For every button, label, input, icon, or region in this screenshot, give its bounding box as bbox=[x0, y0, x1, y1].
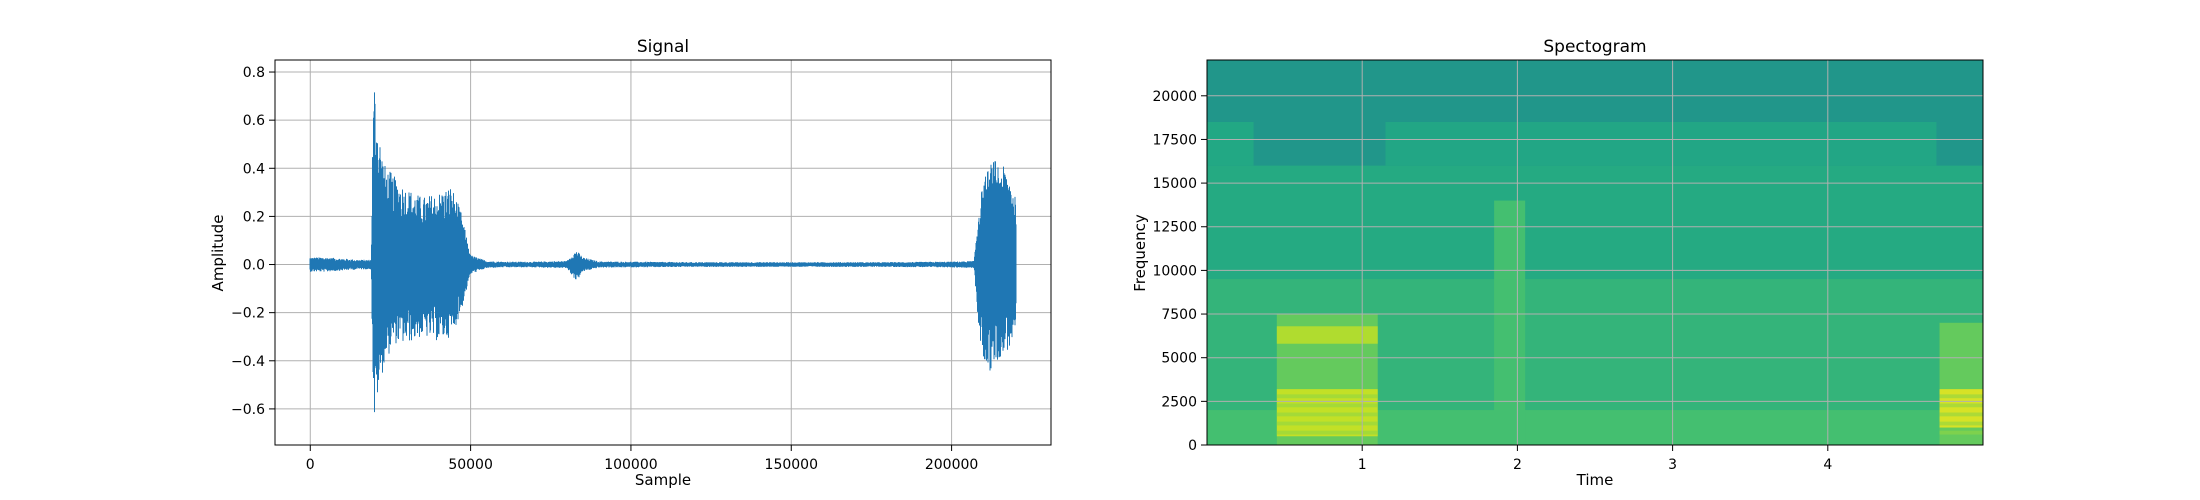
signal-y-tick-label: 0.0 bbox=[243, 258, 265, 274]
spectrogram-ticks: 1 2 3 4 0 2500 5000 7500 10000 12500 15000 17500 200… bbox=[1152, 89, 1832, 473]
spectrogram-harmonic bbox=[1939, 403, 1983, 408]
spectrogram-band bbox=[1276, 326, 1378, 344]
signal-line bbox=[309, 92, 1017, 413]
spectrogram-title: Spectogram bbox=[1543, 37, 1646, 57]
spectrogram-heatmap bbox=[1207, 60, 1983, 445]
spectrogram-harmonic bbox=[1276, 412, 1378, 417]
spectrogram-band bbox=[1385, 121, 1937, 166]
signal-x-tick-label: 100000 bbox=[604, 457, 657, 473]
spectrogram-harmonic bbox=[1939, 412, 1983, 417]
spectrogram-y-tick-label: 15000 bbox=[1152, 176, 1197, 192]
signal-y-tick-label: 0.8 bbox=[243, 65, 265, 81]
spectrogram-frame bbox=[1206, 59, 1984, 446]
spectrogram-chart: 1 2 3 4 0 2500 5000 7500 10000 12500 15000 17500 200… bbox=[1131, 37, 1984, 489]
signal-frame bbox=[274, 59, 1052, 446]
spectrogram-harmonic bbox=[1276, 430, 1378, 435]
spectrogram-y-tick-label: 20000 bbox=[1152, 89, 1197, 105]
spectrogram-x-tick-label: 2 bbox=[1513, 457, 1522, 473]
signal-waveform bbox=[309, 92, 1017, 413]
spectrogram-ylabel: Frequency bbox=[1131, 214, 1149, 292]
spectrogram-y-tick-label: 7500 bbox=[1161, 307, 1197, 323]
signal-ylabel: Amplitude bbox=[209, 215, 227, 292]
spectrogram-harmonic bbox=[1939, 430, 1983, 435]
spectrogram-band bbox=[1207, 121, 1254, 166]
signal-y-tick-label: 0.6 bbox=[243, 113, 265, 129]
signal-x-tick-label: 150000 bbox=[765, 457, 818, 473]
spectrogram-x-tick-label: 3 bbox=[1668, 457, 1677, 473]
spectrogram-harmonic bbox=[1939, 421, 1983, 426]
spectrogram-y-tick-label: 5000 bbox=[1161, 351, 1197, 367]
spectrogram-y-tick-label: 10000 bbox=[1152, 263, 1197, 279]
spectrogram-y-tick-label: 17500 bbox=[1152, 132, 1197, 148]
spectrogram-y-tick-label: 12500 bbox=[1152, 220, 1197, 236]
signal-y-tick-label: −0.2 bbox=[231, 306, 265, 322]
signal-x-tick-label: 200000 bbox=[925, 457, 978, 473]
spectrogram-y-tick-label: 0 bbox=[1188, 438, 1197, 454]
signal-title: Signal bbox=[637, 37, 689, 57]
spectrogram-harmonic bbox=[1276, 403, 1378, 408]
signal-chart: 0 50000 100000 150000 200000 −0.6 −0.4 −0.2 0.0 0… bbox=[209, 37, 1052, 489]
signal-y-tick-label: 0.4 bbox=[243, 161, 265, 177]
spectrogram-harmonic bbox=[1276, 394, 1378, 399]
spectrogram-grid bbox=[1207, 60, 1983, 446]
spectrogram-x-tick-label: 4 bbox=[1823, 457, 1832, 473]
spectrogram-xlabel: Time bbox=[1576, 471, 1614, 489]
spectrogram-band bbox=[1494, 200, 1526, 445]
signal-y-tick-label: −0.6 bbox=[231, 402, 265, 418]
spectrogram-y-tick-label: 2500 bbox=[1161, 394, 1197, 410]
signal-xlabel: Sample bbox=[635, 471, 691, 489]
spectrogram-harmonic bbox=[1276, 421, 1378, 426]
signal-ticks: 0 50000 100000 150000 200000 −0.6 −0.4 −0.2 0.0 0… bbox=[231, 65, 978, 473]
spectrogram-x-tick-label: 1 bbox=[1358, 457, 1367, 473]
signal-x-tick-label: 50000 bbox=[448, 457, 493, 473]
spectrogram-harmonic bbox=[1939, 394, 1983, 399]
signal-x-tick-label: 0 bbox=[306, 457, 315, 473]
signal-y-tick-label: −0.4 bbox=[231, 354, 265, 370]
signal-y-tick-label: 0.2 bbox=[243, 209, 265, 225]
